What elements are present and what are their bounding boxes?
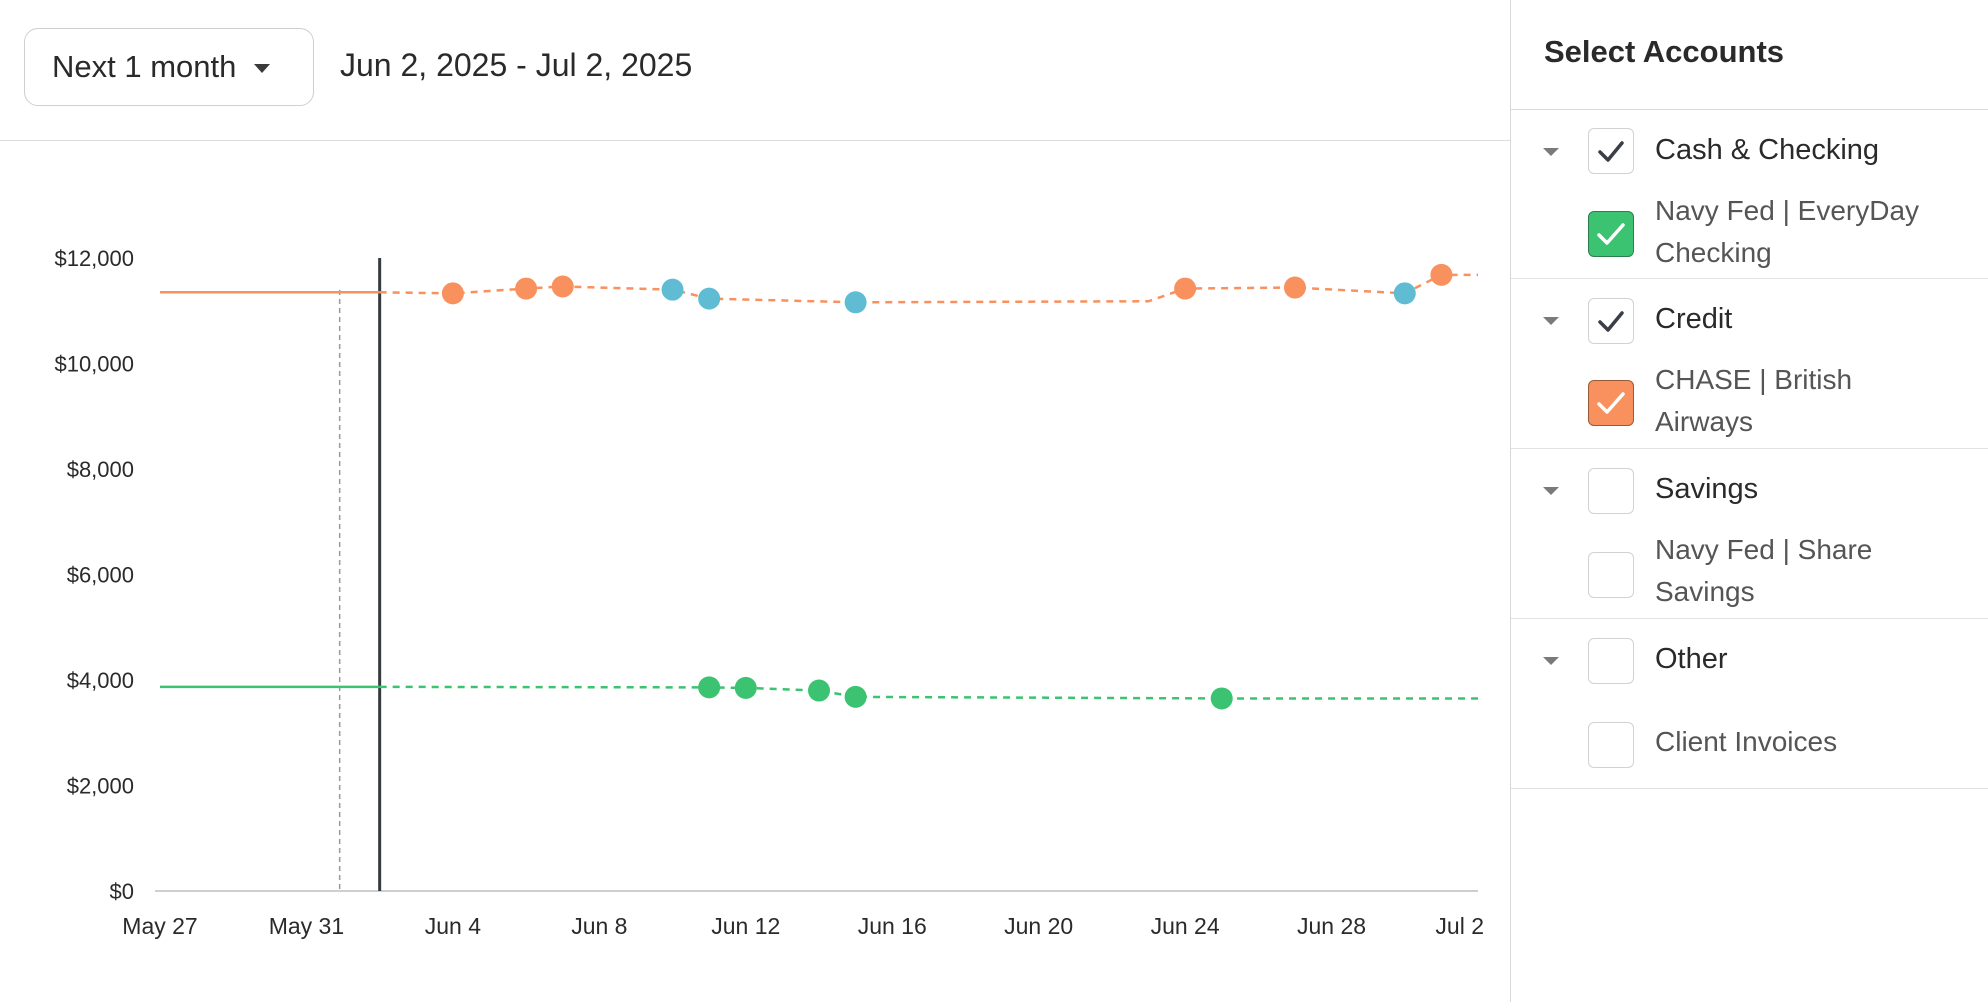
- group-other: Other Client Invoices: [1511, 619, 1988, 789]
- x-tick-label: Jun 4: [425, 913, 481, 939]
- collapse-triangle-icon[interactable]: [1543, 148, 1559, 156]
- series-lines: [160, 258, 1478, 891]
- transaction-point: [1393, 282, 1416, 305]
- x-tick-label: Jun 16: [858, 913, 927, 939]
- x-axis: May 27 May 31 Jun 4 Jun 8 Jun 12 Jun 16 Jun 20…: [122, 890, 1484, 939]
- x-tick-label: May 31: [269, 913, 344, 939]
- y-tick-label: $12,000: [54, 246, 134, 271]
- group-cash-checking: Cash & Checking Navy Fed | EveryDay Chec…: [1511, 110, 1988, 279]
- account-label: Navy Fed | EveryDay Checking: [1655, 195, 1920, 268]
- y-tick-label: $0: [110, 879, 134, 904]
- transaction-point: [808, 679, 830, 702]
- series-forecast-line: [379, 685, 1478, 700]
- x-tick-label: Jun 8: [571, 913, 627, 939]
- x-tick-label: Jun 28: [1297, 913, 1366, 939]
- x-tick-label: Jun 24: [1151, 913, 1220, 939]
- transaction-point: [844, 685, 867, 708]
- account-label: Client Invoices: [1655, 726, 1838, 757]
- balance-forecast-chart: $0 $2,000 $4,000 $6,000 $8,000 $10,000 $12,000…: [54, 246, 1484, 939]
- group-label: Credit: [1655, 303, 1733, 335]
- checkmark-icon: [1597, 223, 1625, 245]
- account-label: Navy Fed | Share Savings: [1655, 534, 1873, 607]
- x-tick-label: Jun 20: [1004, 913, 1073, 939]
- account-checkbox-navy-fed-share-savings[interactable]: [1588, 552, 1634, 598]
- group-savings: Savings Navy Fed | Share Savings: [1511, 449, 1988, 619]
- account-checkbox-navy-fed-checking[interactable]: [1588, 211, 1634, 257]
- group-label: Other: [1655, 643, 1728, 675]
- y-tick-label: $2,000: [67, 774, 134, 799]
- transaction-point: [844, 291, 867, 314]
- transaction-point: [515, 277, 538, 300]
- group-header-row: Other: [1511, 619, 1988, 700]
- account-label: CHASE | British Airways: [1655, 364, 1853, 437]
- account-checkbox-client-invoices[interactable]: [1588, 722, 1634, 768]
- transaction-point: [1210, 687, 1233, 710]
- x-tick-label: May 27: [122, 913, 197, 939]
- y-tick-label: $4,000: [67, 668, 134, 693]
- series-markers: [441, 263, 1453, 710]
- account-row-navy-fed-checking: Navy Fed | EveryDay Checking: [1511, 190, 1988, 278]
- account-row-navy-fed-share-savings: Navy Fed | Share Savings: [1511, 530, 1988, 618]
- collapse-triangle-icon[interactable]: [1543, 487, 1559, 495]
- collapse-triangle-icon[interactable]: [1543, 317, 1559, 325]
- toolbar: Next 1 month Jun 2, 2025 - Jul 2, 2025: [0, 0, 1510, 141]
- range-dropdown-label: Next 1 month: [52, 49, 237, 84]
- transaction-point: [698, 287, 721, 310]
- range-dropdown[interactable]: Next 1 month: [24, 28, 314, 106]
- collapse-triangle-icon[interactable]: [1543, 657, 1559, 665]
- group-checkbox-credit[interactable]: [1588, 298, 1634, 344]
- transaction-point: [1174, 277, 1197, 300]
- group-label: Cash & Checking: [1655, 134, 1880, 166]
- x-tick-label: Jun 12: [711, 913, 780, 939]
- account-selector-panel: Select Accounts Cash & Checking Navy Fed…: [1510, 0, 1988, 1002]
- checkmark-icon: [1597, 392, 1625, 414]
- group-checkbox-other[interactable]: [1588, 638, 1634, 684]
- caret-down-icon: [254, 64, 271, 73]
- x-tick-label: Jul 2: [1435, 913, 1484, 939]
- y-tick-label: $10,000: [54, 352, 134, 377]
- panel-header: Select Accounts: [1511, 0, 1988, 110]
- transaction-point: [1283, 276, 1306, 299]
- account-checkbox-chase-british-airways[interactable]: [1588, 380, 1634, 426]
- account-row-chase-british-airways: CHASE | British Airways: [1511, 360, 1988, 448]
- transaction-point: [551, 275, 574, 298]
- checkmark-icon: [1598, 141, 1624, 162]
- group-checkbox-cash-checking[interactable]: [1588, 128, 1634, 174]
- date-range-label: Jun 2, 2025 - Jul 2, 2025: [340, 47, 693, 83]
- transaction-point: [661, 278, 684, 301]
- group-header-row: Cash & Checking: [1511, 110, 1988, 190]
- group-label: Savings: [1655, 473, 1759, 505]
- transaction-point: [1430, 263, 1453, 286]
- transaction-point: [734, 676, 757, 699]
- transaction-point: [698, 676, 721, 699]
- y-axis: $0 $2,000 $4,000 $6,000 $8,000 $10,000 $12,000: [54, 246, 134, 904]
- group-header-row: Savings: [1511, 449, 1988, 530]
- panel-title: Select Accounts: [1544, 34, 1785, 69]
- group-credit: Credit CHASE | British Airways: [1511, 279, 1988, 449]
- y-tick-label: $6,000: [67, 563, 134, 588]
- transaction-point: [441, 282, 464, 305]
- series-forecast-line: [379, 273, 1478, 304]
- y-tick-label: $8,000: [67, 457, 134, 482]
- group-header-row: Credit: [1511, 279, 1988, 360]
- group-checkbox-savings[interactable]: [1588, 468, 1634, 514]
- main-panel: Next 1 month Jun 2, 2025 - Jul 2, 2025 $…: [0, 0, 1510, 939]
- checkmark-icon: [1598, 311, 1624, 332]
- account-row-client-invoices: Client Invoices: [1511, 700, 1988, 788]
